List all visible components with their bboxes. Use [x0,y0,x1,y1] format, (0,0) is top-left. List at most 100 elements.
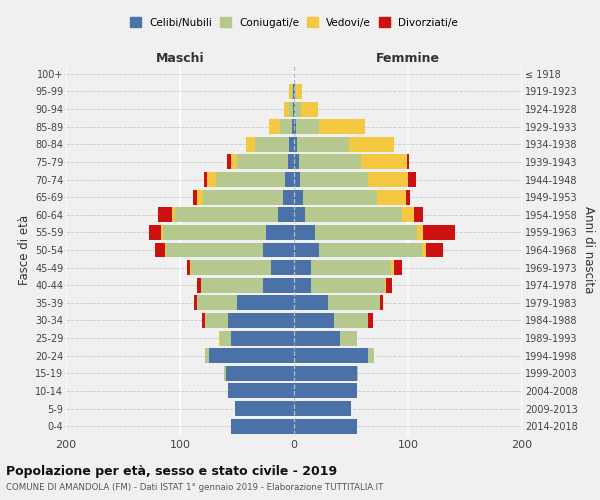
Bar [407,154,409,170]
Bar [298,137,349,152]
Bar [226,366,294,381]
Bar [305,208,402,222]
Bar [406,190,410,204]
Bar [155,242,165,258]
Bar [292,119,294,134]
Bar [294,84,295,99]
Bar [193,190,197,204]
Bar [294,418,356,434]
Bar [209,348,294,363]
Bar [194,296,197,310]
Bar [294,278,311,292]
Bar [285,172,294,187]
Y-axis label: Anni di nascita: Anni di nascita [581,206,595,294]
Bar [294,366,356,381]
Bar [334,313,368,328]
Y-axis label: Fasce di età: Fasce di età [17,215,31,285]
Bar [289,84,292,99]
Bar [202,313,205,328]
Bar [220,330,232,345]
Bar [377,190,406,204]
Bar [172,208,175,222]
Bar [403,208,414,222]
Bar [349,137,394,152]
Bar [294,330,340,345]
Bar [158,208,172,222]
Bar [278,208,294,222]
Bar [191,260,271,275]
Bar [197,190,203,204]
Bar [237,296,294,310]
Bar [228,384,294,398]
Bar [284,102,289,116]
Bar [293,84,294,99]
Bar [205,313,228,328]
Bar [368,313,373,328]
Bar [219,330,220,345]
Text: Popolazione per età, sesso e stato civile - 2019: Popolazione per età, sesso e stato civil… [6,465,337,478]
Bar [255,137,289,152]
Bar [294,313,334,328]
Bar [271,260,294,275]
Bar [303,190,377,204]
Text: Maschi: Maschi [155,52,205,65]
Text: Femmine: Femmine [376,52,440,65]
Bar [394,260,403,275]
Bar [300,172,368,187]
Bar [294,102,295,116]
Bar [385,278,386,292]
Bar [294,208,305,222]
Bar [197,296,237,310]
Bar [356,366,358,381]
Bar [296,84,302,99]
Bar [426,242,443,258]
Bar [232,154,237,170]
Bar [294,260,311,275]
Bar [161,225,163,240]
Bar [200,278,263,292]
Bar [224,366,226,381]
Bar [294,137,298,152]
Bar [391,260,394,275]
Bar [380,296,383,310]
Bar [149,225,161,240]
Legend: Celibi/Nubili, Coniugati/e, Vedovi/e, Divorziati/e: Celibi/Nubili, Coniugati/e, Vedovi/e, Di… [126,13,462,32]
Bar [292,84,293,99]
Bar [386,278,392,292]
Bar [340,330,357,345]
Bar [423,225,455,240]
Bar [408,172,416,187]
Bar [246,137,255,152]
Bar [294,225,314,240]
Bar [295,84,296,99]
Bar [283,190,294,204]
Bar [294,242,319,258]
Bar [269,119,280,134]
Bar [228,313,294,328]
Bar [414,208,423,222]
Bar [166,242,263,258]
Bar [197,278,200,292]
Bar [296,119,319,134]
Bar [289,102,293,116]
Bar [232,330,294,345]
Bar [265,225,294,240]
Bar [417,225,423,240]
Bar [294,154,299,170]
Bar [217,172,285,187]
Bar [227,154,232,170]
Bar [289,154,294,170]
Bar [235,401,294,416]
Bar [361,154,407,170]
Bar [187,260,190,275]
Bar [311,278,385,292]
Bar [368,348,374,363]
Bar [203,190,283,204]
Bar [263,278,294,292]
Bar [294,190,303,204]
Bar [289,137,294,152]
Bar [204,172,208,187]
Bar [301,102,318,116]
Bar [237,154,289,170]
Bar [294,119,296,134]
